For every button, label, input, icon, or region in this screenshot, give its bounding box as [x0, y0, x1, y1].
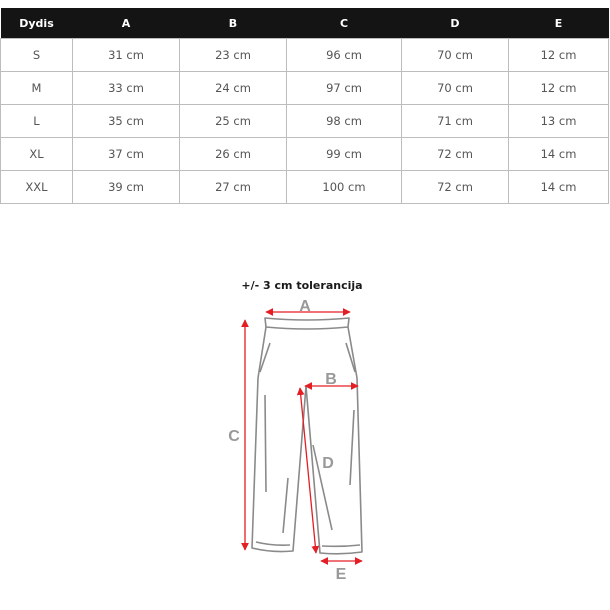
table-row: L 35 cm 25 cm 98 cm 71 cm 13 cm — [0, 104, 609, 138]
measurement-cell: 24 cm — [179, 71, 287, 105]
size-cell: M — [0, 71, 73, 105]
header-d: D — [401, 8, 509, 39]
label-a: A — [299, 298, 311, 315]
measurement-cell: 31 cm — [72, 38, 180, 72]
label-e: E — [336, 566, 347, 583]
measurement-cell: 12 cm — [508, 38, 609, 72]
header-size: Dydis — [0, 8, 73, 39]
header-a: A — [72, 8, 180, 39]
measurement-cell: 71 cm — [401, 104, 509, 138]
measurement-cell: 97 cm — [286, 71, 402, 105]
tolerance-note: +/- 3 cm tolerancija — [241, 279, 363, 292]
table-header-row: Dydis A B C D E — [0, 8, 609, 39]
measurement-cell: 25 cm — [179, 104, 287, 138]
table-row: XXL 39 cm 27 cm 100 cm 72 cm 14 cm — [0, 170, 609, 204]
size-table: Dydis A B C D E S 31 cm 23 cm 96 cm 70 cm 12 … — [0, 8, 609, 204]
label-d: D — [322, 455, 334, 472]
header-b: B — [179, 8, 287, 39]
measurement-cell: 70 cm — [401, 71, 509, 105]
label-b: B — [325, 371, 337, 388]
size-cell: L — [0, 104, 73, 138]
measurement-cell: 23 cm — [179, 38, 287, 72]
measurement-cell: 12 cm — [508, 71, 609, 105]
measurement-cell: 27 cm — [179, 170, 287, 204]
measurement-cell: 99 cm — [286, 137, 402, 171]
arrow-d — [296, 387, 320, 554]
size-cell: XL — [0, 137, 73, 171]
table-row: M 33 cm 24 cm 97 cm 70 cm 12 cm — [0, 71, 609, 105]
measurement-cell: 14 cm — [508, 170, 609, 204]
header-c: C — [286, 8, 402, 39]
header-e: E — [508, 8, 609, 39]
table-row: XL 37 cm 26 cm 99 cm 72 cm 14 cm — [0, 137, 609, 171]
measurement-cell: 39 cm — [72, 170, 180, 204]
measurement-cell: 14 cm — [508, 137, 609, 171]
pants-outline — [251, 317, 363, 555]
size-cell: XXL — [0, 170, 73, 204]
measurement-cell: 13 cm — [508, 104, 609, 138]
measurement-cell: 100 cm — [286, 170, 402, 204]
measurement-cell: 72 cm — [401, 170, 509, 204]
measure-arrows — [241, 308, 363, 565]
label-c: C — [228, 428, 240, 445]
measurement-cell: 37 cm — [72, 137, 180, 171]
measurement-cell: 72 cm — [401, 137, 509, 171]
